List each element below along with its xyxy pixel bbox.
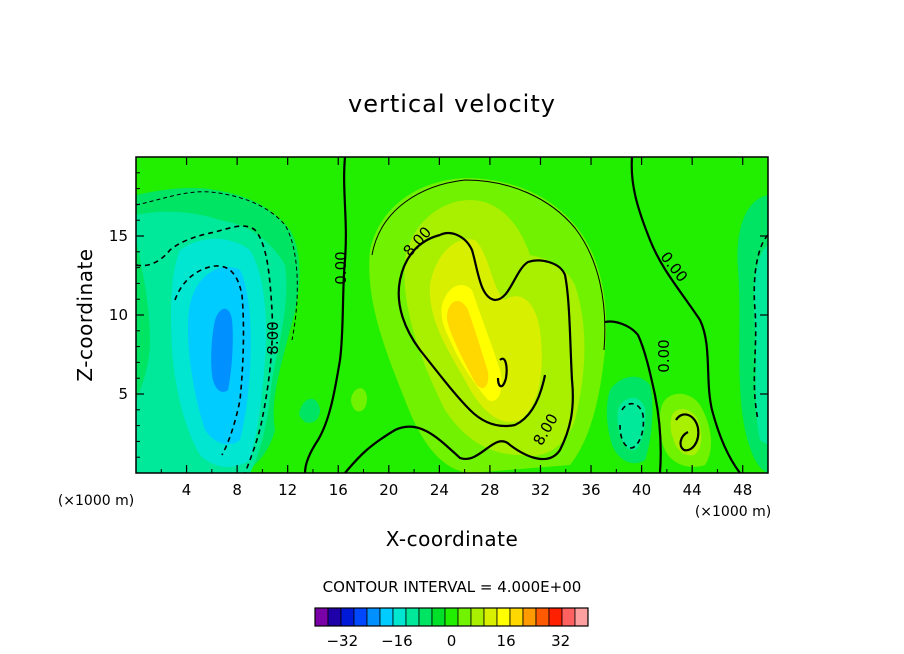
contour-label: 0.00 [332,251,350,284]
colorbar-swatch [353,607,368,627]
colorbar-swatch [509,607,524,627]
y-axis-label: Z-coordinate [73,248,97,381]
colorbar-swatch [561,607,576,627]
colorbar-swatch [431,607,446,627]
x-tick-label: 12 [278,481,297,499]
x-tick-label: 44 [683,481,702,499]
x-axis-label: X-coordinate [386,527,519,551]
zero-contour-updraft [344,232,574,473]
chart-title: vertical velocity [348,90,556,118]
colorbar-tick-label: 32 [551,632,570,650]
colorbar-swatch [574,607,589,627]
updraft-core [446,301,489,388]
dashed-contour-left [136,225,274,473]
right-edge-downdraft-2 [753,245,768,445]
x-tick-label: 4 [182,481,192,499]
colorbar-tick-label: 0 [447,632,457,650]
y-tick-label: 10 [109,306,128,324]
colorbar-swatch [405,607,420,627]
colorbar-swatch [340,607,355,627]
x-axis-ticks: 4 8 12 16 20 24 28 32 36 40 44 48 [160,157,752,499]
colorbar-frame [314,607,589,627]
small-cell-20 [351,388,367,412]
weak-updraft-contour [675,413,700,452]
contour-label: 8.00 [264,321,282,354]
contour-lines [136,157,768,473]
colorbar-tick-label: −16 [381,632,413,650]
x-tick-label: 28 [480,481,499,499]
downdraft-peak [211,308,233,392]
x-tick-label: 24 [430,481,449,499]
contour-label: 0.00 [655,339,673,372]
x-tick-label: 48 [733,481,752,499]
weak-downdraft-core [617,397,646,451]
colorbar-tick-label: 16 [497,632,516,650]
colorbar-swatch [457,607,472,627]
colorbar-swatch [535,607,550,627]
zero-contour-mid-right [604,320,662,473]
colorbar-swatch [548,607,563,627]
dashed-contour-inner [174,265,245,456]
colorbar-swatch [327,607,342,627]
x-axis-unit-left: (×1000 m) [58,493,134,509]
y-tick-label: 5 [118,385,128,403]
colorbar-swatch [444,607,459,627]
colorbar-swatch [314,607,329,627]
zero-contour-left [303,157,347,473]
colorbar-swatch [483,607,498,627]
x-tick-label: 40 [632,481,651,499]
colorbar-tick-label: −32 [326,632,358,650]
x-tick-label: 32 [531,481,550,499]
colorbar-swatch [379,607,394,627]
x-tick-label: 8 [232,481,242,499]
colorbar-swatch [392,607,407,627]
updraft-inner-contour [496,357,508,388]
weak-downdraft-contour [619,402,645,449]
colorbar-swatch [418,607,433,627]
thin-contour-outer [136,191,298,341]
x-axis-unit-right: (×1000 m) [695,504,771,520]
colorbar-ticks: −32 −16 0 16 32 [326,632,570,650]
x-tick-label: 16 [329,481,348,499]
colorbar-swatch [366,607,381,627]
contour-interval-label: CONTOUR INTERVAL = 4.000E+00 [323,578,582,596]
colorbar-swatch [470,607,485,627]
zero-contour-right [630,157,741,473]
x-tick-label: 36 [581,481,600,499]
colorbar-swatch [496,607,511,627]
eight-contour [397,233,547,428]
colorbar [314,607,589,627]
thin-contour-updraft [371,179,606,351]
small-cell-16 [299,398,320,423]
velocity-field [136,157,768,473]
right-dashed-contour [753,234,768,421]
y-tick-label: 15 [109,227,128,245]
y-axis-ticks: 5 10 15 [109,172,768,458]
colorbar-swatch [522,607,537,627]
x-tick-label: 20 [379,481,398,499]
